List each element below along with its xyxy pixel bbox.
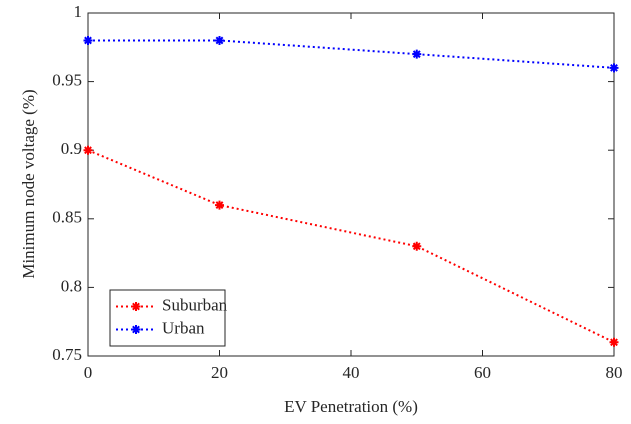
data-point: [83, 35, 93, 45]
x-tick-label: 60: [474, 363, 491, 382]
y-tick-label: 0.85: [52, 208, 82, 227]
series-line: [88, 39, 615, 69]
x-tick-label: 0: [84, 363, 93, 382]
x-tick-label: 20: [211, 363, 228, 382]
legend-label: Urban: [162, 318, 205, 337]
y-tick-label: 0.75: [52, 345, 82, 364]
data-point: [215, 200, 224, 210]
y-tick-label: 1: [74, 2, 83, 21]
legend-label: Suburban: [162, 295, 228, 314]
y-tick-label: 0.95: [52, 71, 82, 90]
data-point: [412, 49, 422, 59]
legend-marker: [131, 325, 141, 334]
data-point: [609, 337, 619, 347]
x-axis-label: EV Penetration (%): [284, 397, 418, 416]
x-tick-label: 80: [606, 363, 623, 382]
legend: Suburban Urban: [109, 289, 228, 347]
legend-box: [109, 289, 226, 347]
data-point: [412, 241, 422, 251]
y-tick-label: 0.9: [61, 139, 82, 158]
y-tick-label: 0.8: [61, 276, 82, 295]
data-point: [215, 35, 224, 45]
legend-marker: [131, 302, 141, 311]
x-tick-label: 40: [343, 363, 360, 382]
series-line: [87, 149, 615, 344]
data-point: [609, 63, 619, 73]
y-axis-label: Minimum node voltage (%): [19, 89, 38, 278]
data-point: [83, 145, 93, 155]
